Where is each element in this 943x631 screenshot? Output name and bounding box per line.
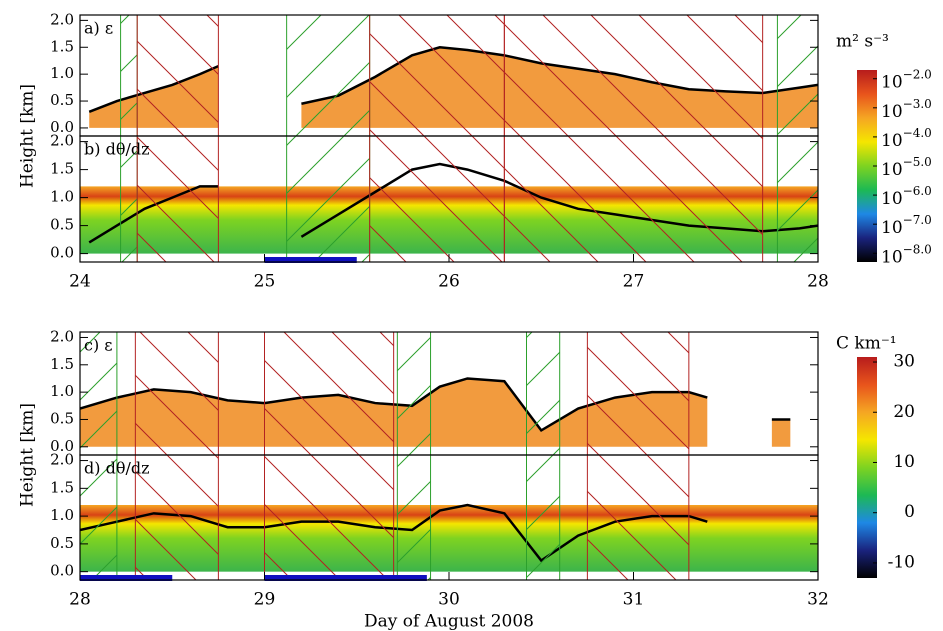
panel-label: a) ε: [84, 19, 113, 38]
tick-exponent: −3.0: [903, 96, 932, 110]
hatch-region: [135, 332, 219, 455]
panel-label: b) dθ/dz: [84, 140, 150, 159]
colorbar-tick-label: 30: [893, 352, 915, 372]
hatch-region: [135, 455, 219, 580]
tick-exponent: −5.0: [903, 155, 932, 169]
colorbar-tick-label: 10−6.0: [881, 184, 932, 209]
colorbar: [857, 70, 877, 262]
tick-base: 10: [881, 160, 903, 180]
hatch-region: [286, 136, 370, 262]
y-tick-label: 0.5: [50, 216, 74, 234]
colorbar-tick-label: 10−3.0: [881, 96, 932, 121]
y-tick-label: 1.0: [50, 64, 74, 82]
hatch-region: [80, 332, 117, 455]
y-tick-label: 0.5: [50, 409, 74, 427]
x-tick-label: 25: [254, 272, 276, 292]
tick-base: 10: [881, 218, 903, 238]
colorbar-tick-label: 10: [893, 452, 915, 472]
hatch-region: [80, 455, 117, 580]
x-tick-label: 29: [254, 590, 276, 610]
y-axis-label: Height [km]: [18, 403, 38, 507]
colorbar-tick-label: 10−2.0: [881, 67, 932, 92]
hatch-region: [369, 136, 505, 262]
hatch-region: [137, 136, 219, 262]
colorbar-tick-label: 10−8.0: [881, 242, 932, 267]
hatch-region: [120, 15, 138, 136]
panel: [88, 15, 818, 136]
hatch-region: [264, 455, 394, 580]
y-tick-label: 0.0: [50, 562, 74, 580]
x-tick-label: 27: [623, 272, 645, 292]
hatch-region: [777, 136, 818, 262]
x-tick-label: 32: [807, 590, 829, 610]
y-tick-label: 1.0: [50, 506, 74, 524]
colorbar-tick-label: 0: [904, 502, 915, 522]
x-tick-label: 24: [69, 272, 91, 292]
y-tick-label: 0.0: [50, 437, 74, 455]
hatch-region: [264, 332, 394, 455]
y-tick-label: 2.0: [50, 327, 74, 345]
colorbar-tick-label: 10−7.0: [881, 213, 932, 238]
hatch-region: [137, 15, 219, 136]
hatch-region: [777, 15, 818, 136]
y-tick-label: 1.0: [50, 188, 74, 206]
hatch-region: [526, 455, 560, 580]
y-tick-label: 1.0: [50, 382, 74, 400]
tick-base: 10: [881, 247, 903, 267]
panel-label: c) ε: [84, 336, 113, 355]
colorbar-tick-label: -10: [888, 552, 915, 572]
time-bar: [80, 575, 173, 581]
hatch-region: [286, 15, 370, 136]
tick-exponent: −6.0: [903, 184, 932, 198]
panel: [80, 332, 791, 455]
x-tick-label: 31: [623, 590, 645, 610]
x-axis-label: Day of August 2008: [364, 612, 534, 631]
y-tick-label: 0.0: [50, 244, 74, 262]
tick-base: 10: [881, 189, 903, 209]
x-tick-label: 26: [438, 272, 460, 292]
colorbar-title: m² s⁻³: [836, 32, 889, 52]
hatch-region: [120, 136, 138, 262]
panel: [80, 455, 818, 580]
colorbar-tick-label: 10−4.0: [881, 125, 932, 150]
tick-exponent: −4.0: [903, 125, 932, 139]
panel: [80, 136, 818, 262]
tick-base: 10: [881, 130, 903, 150]
colorbar-tick-label: 20: [893, 402, 915, 422]
time-bar: [264, 575, 427, 581]
tick-exponent: −8.0: [903, 242, 932, 256]
hatch-region: [587, 332, 689, 455]
hatch-region: [587, 455, 689, 580]
tick-exponent: −2.0: [903, 67, 932, 81]
time-bar: [264, 257, 357, 263]
y-tick-label: 2.0: [50, 132, 74, 150]
y-tick-label: 1.5: [50, 478, 74, 496]
tick-exponent: −7.0: [903, 213, 932, 227]
colorbar-tick-label: 10−5.0: [881, 155, 932, 180]
y-tick-label: 0.5: [50, 91, 74, 109]
hatch-region: [397, 455, 431, 580]
hatch-region: [504, 15, 763, 136]
y-tick-label: 2.0: [50, 10, 74, 28]
hatch-region: [526, 332, 560, 455]
y-tick-label: 0.0: [50, 118, 74, 136]
y-tick-label: 1.5: [50, 160, 74, 178]
y-tick-label: 0.5: [50, 534, 74, 552]
x-tick-label: 28: [807, 272, 829, 292]
colorbar: [857, 357, 877, 578]
hatch-region: [397, 332, 431, 455]
colorbar-title: C km⁻¹: [836, 334, 897, 354]
y-tick-label: 1.5: [50, 37, 74, 55]
hatch-region: [504, 136, 763, 262]
panel-label: d) dθ/dz: [84, 459, 150, 478]
y-tick-label: 1.5: [50, 355, 74, 373]
tick-base: 10: [881, 101, 903, 121]
hatch-region: [369, 15, 505, 136]
x-tick-label: 28: [69, 590, 91, 610]
tick-base: 10: [881, 72, 903, 92]
x-tick-label: 30: [438, 590, 460, 610]
y-axis-label: Height [km]: [18, 84, 38, 188]
y-tick-label: 2.0: [50, 451, 74, 469]
